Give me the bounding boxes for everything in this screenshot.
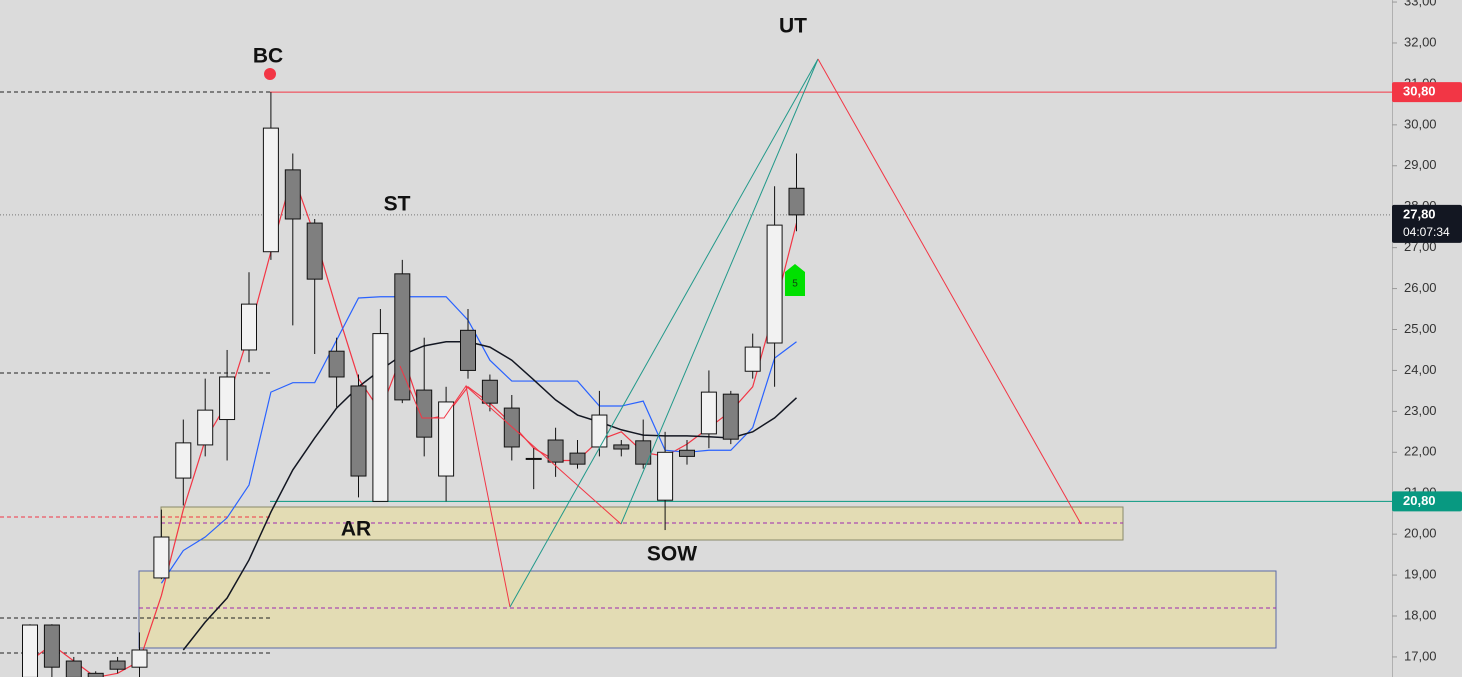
candle-body [525, 457, 542, 460]
projection-line [465, 385, 622, 525]
candle-body [394, 273, 411, 401]
projection-line [399, 365, 511, 608]
candle-body [197, 409, 214, 446]
supply-zone [160, 506, 1124, 541]
drawings [264, 58, 1082, 608]
annotation: AR [341, 518, 371, 541]
y-tick-label: 17,00 [1404, 648, 1437, 663]
candle-body [766, 224, 783, 344]
candle-body [87, 672, 104, 677]
candle-body [241, 303, 257, 351]
bc-dot [264, 68, 276, 80]
y-tick-label: 23,00 [1404, 403, 1437, 418]
candle-body [635, 440, 652, 465]
y-tick-label: 32,00 [1404, 34, 1437, 49]
candle-body [416, 389, 433, 438]
signal-label: 5 [792, 279, 798, 290]
candle-body [481, 379, 498, 404]
y-tick-label: 25,00 [1404, 321, 1437, 336]
candle-body [503, 407, 520, 448]
y-tick-label: 19,00 [1404, 567, 1437, 582]
price-tag-label: 20,80 [1403, 493, 1436, 508]
price-tag [1392, 491, 1462, 512]
candle-body [219, 376, 236, 421]
candle-body [744, 346, 761, 372]
candle-body [175, 442, 192, 479]
levels [0, 91, 1392, 502]
candles [22, 92, 805, 677]
candle-body [569, 452, 586, 465]
candle-body [284, 169, 301, 220]
candle-body [700, 391, 717, 435]
projection-line [509, 58, 819, 608]
candle-body [306, 222, 323, 280]
annotation: UT [779, 15, 807, 38]
annotation: BC [253, 45, 283, 68]
candle-body [131, 649, 148, 668]
indicator-line [182, 341, 798, 651]
candle-body [613, 444, 630, 450]
candle-body [109, 660, 126, 670]
y-tick-label: 24,00 [1404, 362, 1437, 377]
price-tag-label: 30,80 [1403, 84, 1436, 99]
candle-body [788, 187, 805, 216]
candle-body [65, 660, 82, 677]
price-tag [1392, 82, 1462, 103]
annotation: ST [384, 193, 411, 216]
y-tick-label: 30,00 [1404, 116, 1437, 131]
candle-body [43, 624, 60, 668]
y-tick-label: 26,00 [1404, 280, 1437, 295]
candle-body [438, 401, 455, 477]
signal-marker [785, 264, 805, 296]
projection-line [620, 58, 819, 525]
price-tag-label: 27,80 [1403, 206, 1436, 221]
candle-body [328, 350, 345, 378]
candle-body [350, 385, 367, 477]
zones [0, 91, 1277, 654]
price-tags: 30,80 27,80 04:07:34 20,80 [1392, 82, 1462, 512]
candle-body [372, 333, 389, 502]
candle-body [547, 439, 564, 463]
demand-zone [138, 570, 1277, 649]
price-axis [1392, 0, 1462, 677]
projection-line [817, 58, 1082, 525]
y-tick-label: 29,00 [1404, 157, 1437, 172]
y-tick-label: 22,00 [1404, 444, 1437, 459]
candle-body [657, 451, 674, 501]
y-tick-label: 20,00 [1404, 526, 1437, 541]
candle-body [153, 536, 170, 579]
candle-body [22, 624, 38, 677]
y-tick-label: 33,00 [1404, 0, 1437, 8]
candle-body [262, 127, 279, 253]
candle-body [591, 414, 608, 448]
price-tag [1392, 204, 1462, 243]
candle-body [460, 329, 476, 371]
y-tick-label: 18,00 [1404, 607, 1437, 622]
annotation: SOW [647, 543, 697, 566]
candle-body [679, 449, 695, 457]
candle-body [722, 393, 739, 440]
countdown: 04:07:34 [1403, 225, 1450, 239]
